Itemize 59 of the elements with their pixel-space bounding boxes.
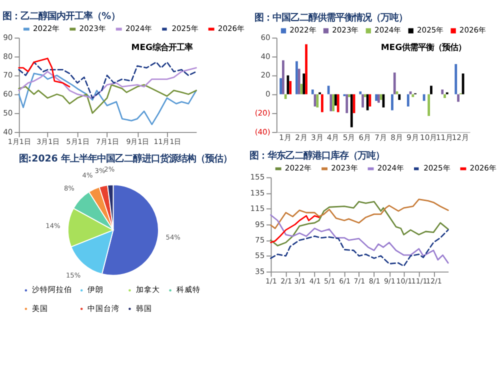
y-tick-label: 80: [3, 52, 13, 61]
legend-label: 2024年: [125, 24, 153, 34]
y-tick-label: 155: [250, 172, 265, 182]
legend-label: 2025年: [424, 164, 451, 173]
y-tick-label: 50: [3, 108, 13, 118]
legend-label: 2025年: [172, 24, 199, 34]
legend-label: 沙特阿拉伯: [32, 285, 72, 294]
annotation: MEG综合开工率: [131, 42, 192, 53]
x-tick-label: 9月: [406, 133, 420, 142]
chart-title: 图：乙二醇国内开工率（%）: [2, 10, 120, 22]
y-tick-label: 70: [3, 70, 13, 80]
chart-title: 图：中国乙二醇供需平衡情况（万吨）: [254, 12, 408, 24]
legend-label: 2026年: [470, 164, 497, 173]
y-tick-label: 95: [255, 220, 265, 229]
y-tick-label: 60: [260, 33, 270, 42]
y-tick-label: 0: [265, 90, 270, 99]
y-tick-label: 135: [250, 188, 265, 198]
y-tick-label: (20): [254, 108, 270, 118]
legend-label: 美国: [32, 304, 48, 313]
x-tick-label: 1月: [279, 133, 292, 142]
legend-label: 2024年: [377, 164, 405, 173]
x-tick-label: 10月: [420, 133, 438, 142]
legend-label: 2022年: [284, 164, 312, 173]
legend-label: 韩国: [136, 304, 152, 313]
x-tick-label: 7月: [374, 133, 388, 142]
x-tick-label: 8月: [390, 133, 404, 142]
legend-label: 2023年: [79, 24, 106, 34]
legend-label: 2023年: [331, 164, 358, 173]
legend-label: 伊朗: [88, 285, 104, 294]
x-tick-label: 12月: [452, 133, 470, 142]
x-tick-label: 5月: [342, 133, 356, 142]
y-tick-label: 40: [260, 52, 270, 61]
y-tick-label: 115: [250, 204, 265, 214]
y-tick-label: 75: [255, 236, 265, 245]
x-tick-label: 3月: [311, 133, 324, 142]
legend-label: 2022年: [33, 24, 60, 34]
x-tick-label: 6月: [358, 133, 372, 142]
y-tick-label: 20: [260, 70, 270, 80]
y-tick-label: 60: [3, 90, 13, 99]
legend-label: 2026年: [218, 24, 246, 34]
legend-label: 加拿大: [136, 285, 160, 294]
legend-label: 2024年: [374, 26, 402, 35]
legend-label: 科威特: [176, 285, 200, 294]
y-tick-label: (40): [254, 127, 270, 136]
y-tick-label: 35: [255, 266, 265, 276]
legend-label: 2023年: [332, 26, 360, 35]
y-tick-label: 90: [3, 33, 13, 42]
legend-label: 2025年: [416, 26, 444, 35]
legend-label: 2022年: [290, 26, 317, 35]
legend-label: 2026年: [459, 26, 487, 35]
x-tick-label: 2月: [295, 133, 308, 142]
y-tick-label: 55: [255, 251, 265, 260]
x-tick-label: 11月: [436, 133, 454, 142]
annotation: MEG供需平衡（预估）: [380, 42, 466, 53]
chart-title: 图：华东乙二醇港口库存（万吨）: [250, 150, 385, 162]
y-tick-label: 40: [3, 127, 13, 136]
x-tick-label: 4月: [326, 133, 340, 142]
legend-label: 中国台湾: [88, 304, 120, 313]
chart-title: 图:2026 年上半年中国乙二醇进口货源结构（预估）: [18, 153, 232, 164]
